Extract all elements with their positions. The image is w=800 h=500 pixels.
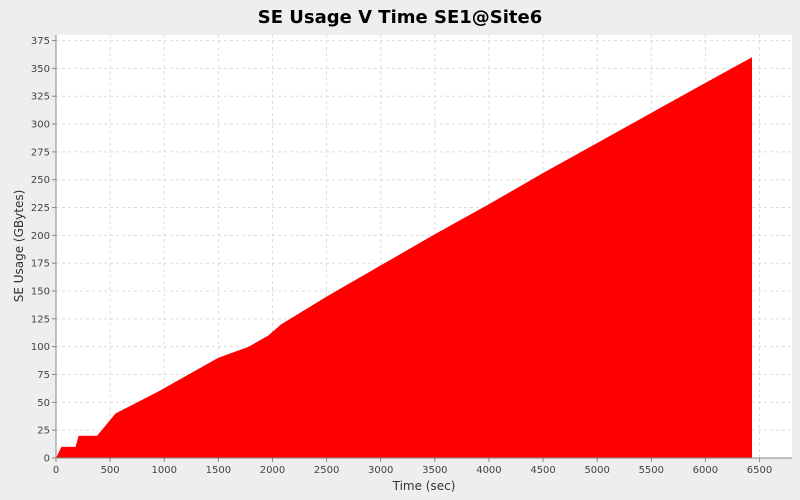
x-axis: 0 500 1000 1500 2000 2500 3000 3500 4000 4500 5000… [53,457,792,476]
chart-title: SE Usage V Time SE1@Site6 [258,7,543,28]
x-tick-label: 6000 [693,465,718,476]
y-tick-label: 125 [31,314,50,325]
y-tick-label: 50 [37,398,50,409]
y-axis-label: SE Usage (GBytes) [12,190,26,303]
y-tick-label: 150 [31,287,50,298]
x-tick-label: 2000 [260,465,285,476]
x-tick-label: 5500 [639,465,664,476]
x-tick-label: 3500 [422,465,447,476]
x-tick-label: 4000 [476,465,501,476]
y-tick-label: 250 [31,175,50,186]
y-tick-label: 275 [31,147,50,158]
x-tick-label: 0 [53,465,59,476]
x-tick-label: 5000 [584,465,609,476]
x-tick-label: 4500 [530,465,555,476]
y-tick-label: 25 [37,426,50,437]
x-tick-label: 500 [101,465,120,476]
x-tick-label: 6500 [747,465,772,476]
x-tick-label: 2500 [314,465,339,476]
y-tick-label: 0 [44,454,50,465]
y-tick-label: 200 [31,231,50,242]
y-tick-label: 100 [31,342,50,353]
x-tick-label: 3000 [368,465,393,476]
x-tick-label: 1000 [152,465,177,476]
y-tick-label: 225 [31,203,50,214]
plot-area [56,57,752,459]
y-tick-label: 300 [31,120,50,131]
y-tick-label: 325 [31,92,50,103]
y-tick-label: 175 [31,259,50,270]
x-axis-label: Time (sec) [392,479,456,493]
y-tick-label: 75 [37,370,50,381]
series-area [56,57,752,459]
x-tick-label: 1500 [206,465,231,476]
y-axis: 0 25 50 75 100 125 150 175 200 225 250 275 300 325 350… [31,35,57,465]
y-tick-label: 375 [31,36,50,47]
y-tick-label: 350 [31,64,50,75]
